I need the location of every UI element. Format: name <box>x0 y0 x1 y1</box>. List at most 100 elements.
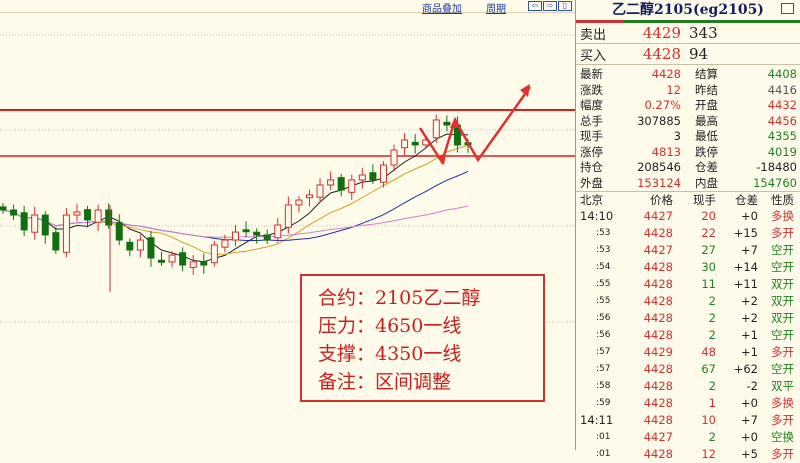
candle-body <box>147 237 155 259</box>
tick-type: 空开 <box>771 260 794 274</box>
stat-value: 153124 <box>637 175 681 190</box>
tick-volume: 20 <box>701 209 716 223</box>
tick-type: 双开 <box>771 311 794 325</box>
candle-body <box>401 139 409 149</box>
candle-body <box>295 199 303 206</box>
candle-body <box>253 231 261 236</box>
column-header: 性质 <box>771 193 794 207</box>
tick-volume: 1 <box>708 396 716 410</box>
stat-label: 总手 <box>580 113 603 128</box>
candle-body <box>62 214 70 253</box>
note-pressure: 压力：4650一线 <box>318 315 462 337</box>
stat-value: 4019 <box>767 144 797 159</box>
candle-body <box>242 229 250 233</box>
tick-time: :55 <box>596 279 611 289</box>
window-restore-icon[interactable] <box>781 3 794 14</box>
stat-label: 内盘 <box>695 175 718 190</box>
candle-body <box>432 119 440 139</box>
stat-row: 最新 4428 结算 4408 <box>576 67 800 83</box>
stat-value: 4432 <box>767 98 797 112</box>
tick-price: 4428 <box>643 379 673 393</box>
candle-body <box>115 222 123 241</box>
tick-volume: 2 <box>708 328 716 342</box>
candle-body <box>84 209 92 221</box>
tick-price: 4428 <box>643 260 673 274</box>
candle-body <box>189 261 197 268</box>
stat-label: 跌停 <box>695 144 718 159</box>
tick-oi-change: +14 <box>733 260 758 274</box>
tick-price: 4428 <box>643 226 673 240</box>
candle-body <box>369 172 377 181</box>
tick-time: :58 <box>596 381 611 391</box>
tick-oi-change: +11 <box>733 277 758 291</box>
tick-type: 多开 <box>771 345 794 359</box>
sell-row: 卖出 4429 343 <box>576 23 800 44</box>
candle-body <box>210 244 218 264</box>
tick-oi-change: +1 <box>741 345 758 359</box>
tick-oi-change: -2 <box>746 379 758 393</box>
tick-type: 多开 <box>771 226 794 240</box>
stat-label: 外盘 <box>580 175 603 190</box>
tick-row: :53 4428 22 +15 多开 <box>576 225 800 242</box>
candle-body <box>41 214 49 236</box>
period-link[interactable]: 周期 <box>486 4 506 15</box>
contract-title-bar: 乙二醇2105(eg2105) <box>576 0 800 20</box>
note-remark: 备注：区间调整 <box>318 371 452 393</box>
tick-row: :58 4428 2 -2 双平 <box>576 378 800 395</box>
add-product-link[interactable]: 商品叠加 <box>422 4 462 15</box>
stat-label: 现手 <box>580 129 603 143</box>
tick-type: 空换 <box>771 430 794 444</box>
tick-volume: 30 <box>701 260 716 274</box>
tick-row: :56 4428 2 +2 双开 <box>576 310 800 327</box>
tick-time: :57 <box>596 347 611 357</box>
tick-volume: 2 <box>708 294 716 308</box>
tick-row: :59 4428 1 +0 多换 <box>576 395 800 412</box>
tick-oi-change: +2 <box>741 311 758 325</box>
tick-row: :55 4428 11 +11 双开 <box>576 276 800 293</box>
candle-body <box>305 194 313 199</box>
chart-toolbar: 商品叠加 周期 ⇦ ⇨ ▯ <box>0 0 575 15</box>
tick-time: :53 <box>596 245 611 255</box>
tick-row: :54 4428 30 +14 空开 <box>576 259 800 276</box>
candle-body <box>52 232 60 251</box>
candle-body <box>105 209 113 226</box>
moving-average-line <box>2 133 469 263</box>
kline-chart[interactable]: 商品叠加 周期 ⇦ ⇨ ▯ 合约：2105乙二醇 压力：4650一线 支撑：43… <box>0 0 575 450</box>
tick-oi-change: +1 <box>741 328 758 342</box>
tick-type: 双开 <box>771 277 794 291</box>
candle-body <box>284 204 292 228</box>
candle-body <box>0 206 7 211</box>
candle-body <box>274 224 282 239</box>
tick-oi-change: +5 <box>741 447 758 461</box>
tick-price: 4428 <box>643 311 673 325</box>
tick-price: 4427 <box>643 209 673 223</box>
contract-title: 乙二醇2105(eg2105) <box>612 2 764 18</box>
tick-row: :01 4428 12 +5 多开 <box>576 446 800 463</box>
tick-row: :56 4428 2 +1 空开 <box>576 327 800 344</box>
kline-canvas[interactable] <box>0 0 575 450</box>
tick-type: 双平 <box>771 379 794 393</box>
stat-value: 3 <box>673 129 681 143</box>
tick-list[interactable]: 14:10 4427 20 +0 多换:53 4428 22 +15 多开:53 4427 27 +7… <box>576 208 800 463</box>
candle-body <box>316 184 324 198</box>
tick-oi-change: +0 <box>741 396 758 410</box>
tick-type: 空开 <box>771 243 794 257</box>
tick-row: 14:10 4427 20 +0 多换 <box>576 208 800 225</box>
scroll-left-button[interactable]: ⇦ <box>528 1 542 11</box>
stat-row: 持仓 208546 仓差 -18480 <box>576 160 800 176</box>
candle-body <box>263 234 271 241</box>
candle-body <box>358 174 366 181</box>
candle-body <box>94 209 102 223</box>
tick-time: :56 <box>596 330 611 340</box>
candle-body <box>348 179 356 193</box>
candle-body <box>179 252 187 266</box>
scroll-right-button[interactable]: ⇨ <box>543 1 557 11</box>
stat-value: 4813 <box>651 144 681 159</box>
candle-body <box>200 261 208 266</box>
stat-value: 4355 <box>767 129 797 143</box>
split-view-button[interactable]: ▯ <box>558 1 572 11</box>
stat-label: 最低 <box>695 129 718 143</box>
stat-value: 0.27% <box>644 98 681 112</box>
column-header: 北京 <box>580 193 603 207</box>
stat-value: 307885 <box>637 113 681 128</box>
